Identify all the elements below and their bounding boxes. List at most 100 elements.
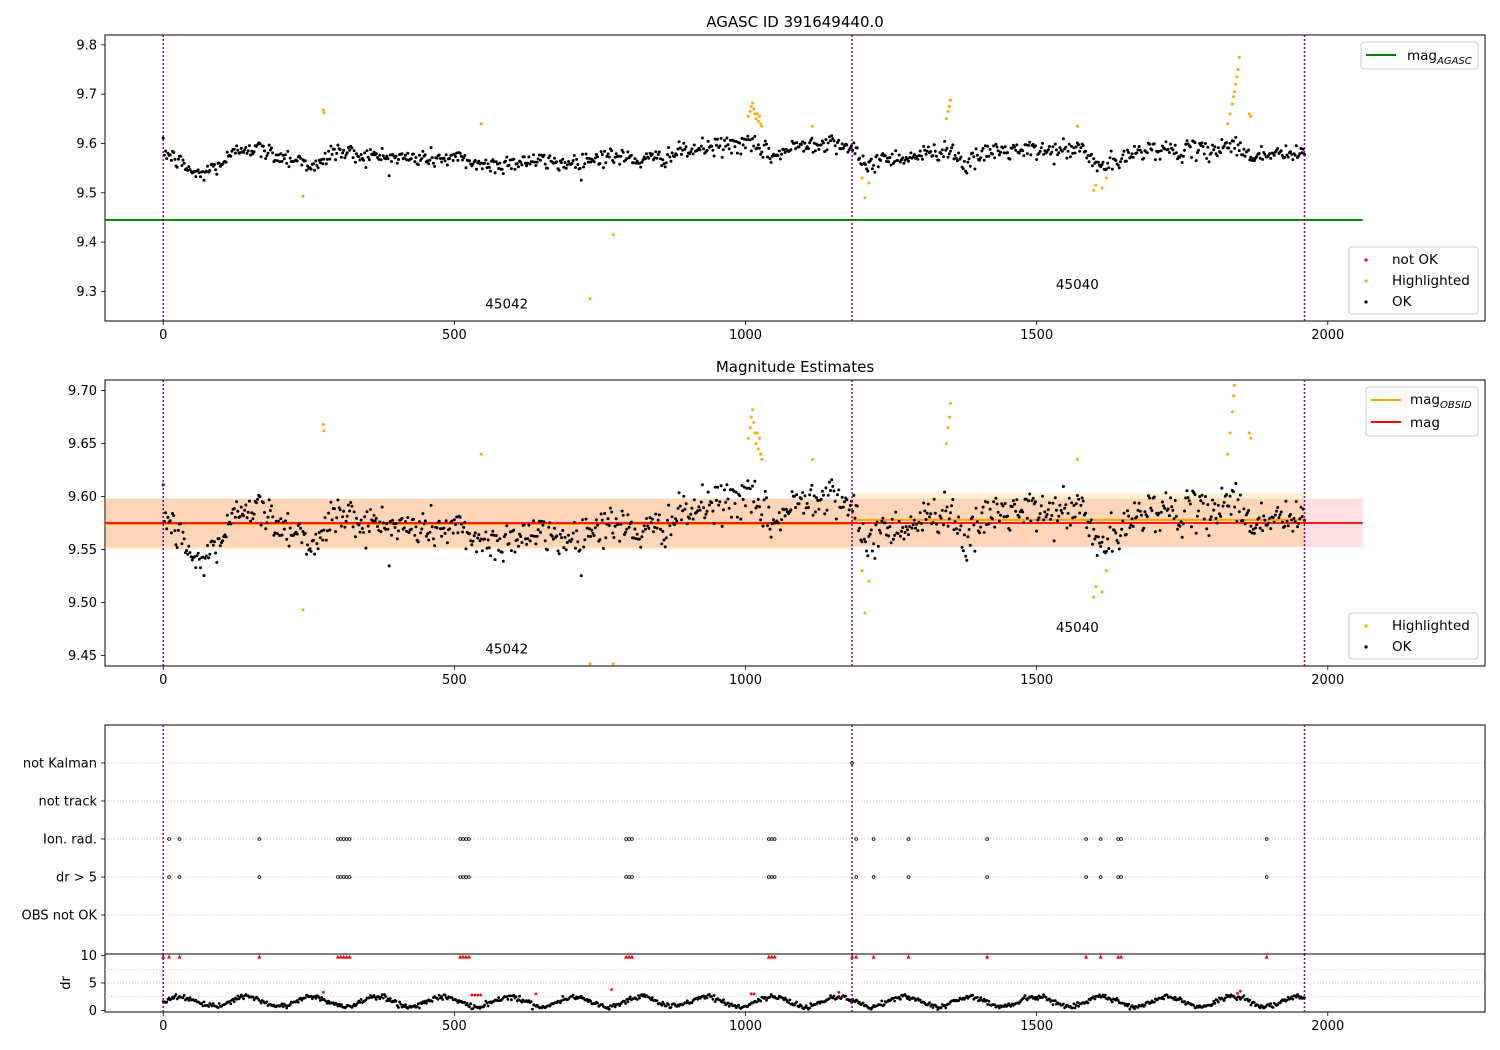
data-point-ok bbox=[937, 158, 941, 162]
dr-point bbox=[520, 1000, 524, 1004]
data-point-ok bbox=[579, 574, 583, 578]
data-point-ok bbox=[618, 162, 622, 166]
data-point-ok bbox=[721, 148, 725, 152]
data-point-ok bbox=[1110, 549, 1114, 553]
data-point-ok bbox=[1185, 139, 1189, 143]
data-point-ok bbox=[605, 522, 609, 526]
dr-clipped-marker bbox=[161, 954, 166, 959]
dr-point bbox=[201, 1004, 205, 1008]
data-point-ok bbox=[1109, 149, 1113, 153]
data-point-ok bbox=[1024, 497, 1028, 501]
dr-point bbox=[1285, 998, 1289, 1002]
data-point-ok bbox=[182, 161, 186, 165]
data-point-ok bbox=[799, 497, 803, 501]
data-point-ok bbox=[656, 153, 660, 156]
legend-label-highlighted: Highlighted bbox=[1392, 618, 1470, 634]
data-point-ok bbox=[527, 523, 531, 527]
data-point-ok bbox=[367, 158, 371, 162]
data-point-ok bbox=[405, 158, 409, 162]
data-point-ok bbox=[1171, 148, 1175, 152]
data-point-ok bbox=[711, 509, 715, 513]
data-point-ok bbox=[365, 149, 369, 153]
dr-point bbox=[1249, 1003, 1253, 1007]
data-point-ok bbox=[409, 157, 413, 161]
data-point-ok bbox=[547, 525, 551, 529]
data-point-ok bbox=[873, 556, 877, 560]
data-point-ok bbox=[582, 165, 586, 169]
data-point-ok bbox=[318, 536, 322, 540]
data-point-ok bbox=[1277, 516, 1281, 520]
dr-point bbox=[987, 999, 991, 1003]
data-point-ok bbox=[243, 508, 247, 512]
data-point-ok bbox=[795, 141, 799, 145]
data-point-ok bbox=[286, 149, 290, 153]
data-point-ok bbox=[698, 148, 702, 152]
data-point-ok bbox=[515, 538, 519, 542]
data-point-ok bbox=[714, 498, 718, 502]
data-point-highlighted bbox=[811, 124, 814, 128]
data-point-ok bbox=[463, 154, 467, 157]
data-point-ok bbox=[1032, 502, 1036, 506]
data-point-ok bbox=[929, 150, 933, 153]
data-point-ok bbox=[496, 539, 499, 543]
data-point-ok bbox=[1243, 522, 1247, 526]
data-point-ok bbox=[840, 142, 844, 146]
data-point-ok bbox=[1064, 145, 1068, 149]
data-point-ok bbox=[489, 554, 492, 558]
dr-clipped-marker bbox=[1098, 954, 1103, 959]
data-point-ok bbox=[181, 530, 185, 534]
data-point-ok bbox=[484, 530, 488, 534]
data-point-ok bbox=[1128, 526, 1132, 530]
data-point-ok bbox=[484, 158, 488, 162]
dr-point bbox=[284, 1004, 287, 1007]
data-point-ok bbox=[967, 528, 971, 531]
data-point-ok bbox=[335, 151, 339, 155]
data-point-ok bbox=[1106, 537, 1110, 541]
data-point-ok bbox=[1220, 486, 1224, 490]
data-point-ok bbox=[1216, 146, 1220, 150]
data-point-ok bbox=[659, 157, 662, 161]
data-point-ok bbox=[732, 489, 736, 493]
dr-point bbox=[1294, 995, 1298, 999]
dr-point bbox=[982, 997, 986, 1001]
data-point-ok bbox=[218, 544, 222, 548]
data-point-ok bbox=[1089, 518, 1093, 522]
data-point-ok bbox=[815, 496, 818, 500]
data-point-ok bbox=[173, 157, 177, 161]
data-point-ok bbox=[739, 517, 743, 521]
data-point-ok bbox=[1201, 501, 1205, 505]
dr-point bbox=[607, 1007, 611, 1011]
data-point-ok bbox=[915, 155, 919, 158]
data-point-ok bbox=[351, 525, 355, 529]
data-point-ok bbox=[1038, 512, 1042, 516]
data-point-ok bbox=[1140, 150, 1143, 154]
data-point-ok bbox=[933, 511, 937, 515]
data-point-ok bbox=[1133, 144, 1136, 148]
data-point-ok bbox=[1140, 513, 1143, 517]
data-point-ok bbox=[298, 522, 301, 526]
data-point-ok bbox=[378, 153, 382, 157]
data-point-ok bbox=[652, 530, 655, 534]
data-point-ok bbox=[385, 522, 389, 526]
dr-point bbox=[1136, 1006, 1140, 1009]
data-point-ok bbox=[242, 514, 246, 518]
data-point-ok bbox=[1199, 143, 1203, 147]
data-point-ok bbox=[161, 136, 165, 140]
data-point-ok bbox=[437, 519, 441, 523]
data-point-ok bbox=[1109, 511, 1113, 515]
dr-point bbox=[918, 998, 922, 1002]
dr-point bbox=[613, 1005, 617, 1009]
dr-clipped-marker bbox=[1116, 954, 1121, 959]
data-point-ok bbox=[780, 518, 784, 522]
data-point-ok bbox=[236, 148, 240, 152]
data-point-ok bbox=[1046, 508, 1050, 512]
dr-point bbox=[839, 997, 843, 1000]
data-point-ok bbox=[680, 152, 683, 156]
dr-clipped-marker bbox=[854, 954, 859, 959]
data-point-ok bbox=[668, 155, 672, 159]
data-point-ok bbox=[1179, 520, 1183, 524]
data-point-ok bbox=[367, 530, 371, 533]
data-point-ok bbox=[1035, 158, 1039, 162]
data-point-ok bbox=[1299, 505, 1303, 509]
dr-point bbox=[531, 1007, 534, 1011]
